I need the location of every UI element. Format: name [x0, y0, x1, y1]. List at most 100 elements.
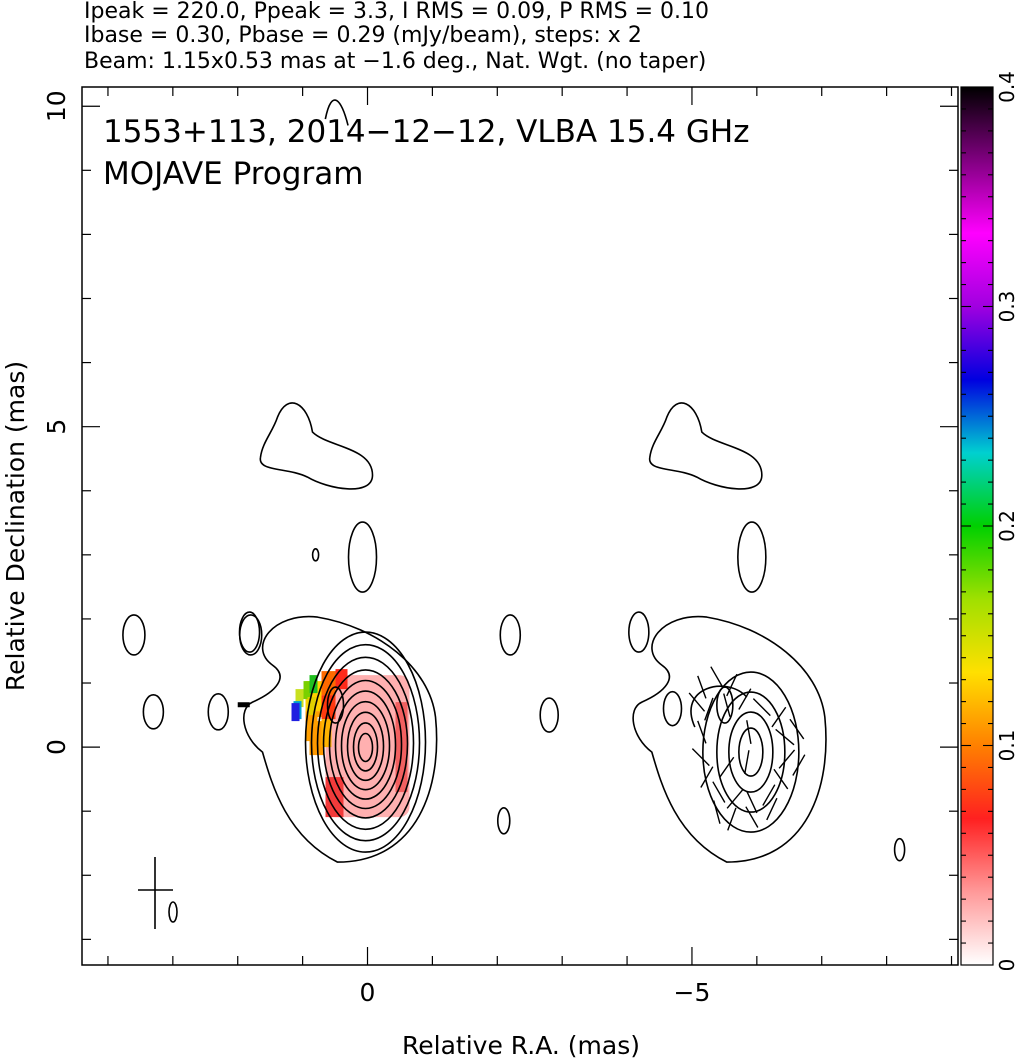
contours-layer — [122, 99, 906, 863]
pol-fraction-cell — [303, 681, 312, 700]
pol-fraction-cell — [321, 671, 336, 696]
pol-fraction-cell — [295, 689, 304, 708]
evpa-stick — [712, 781, 726, 803]
left-core-contour — [310, 643, 421, 842]
evpa-stick — [710, 666, 724, 688]
evpa-stick — [700, 766, 714, 788]
isolated-contour — [311, 548, 320, 562]
left-core-contour — [328, 679, 403, 810]
pol-marker — [237, 702, 250, 708]
evpa-stick — [726, 673, 738, 697]
right-core-contour — [728, 711, 774, 793]
evpa-stick — [773, 768, 789, 790]
evpa-stick — [746, 720, 752, 745]
evpa-stick — [738, 688, 752, 710]
pol-fraction-cell — [335, 669, 348, 690]
evpa-stick — [691, 748, 710, 767]
colorbar-tick-label: 0.3 — [995, 291, 1019, 323]
left-core-contour — [316, 656, 415, 831]
x-tick-label: 0 — [360, 978, 376, 1007]
isolated-contour — [207, 693, 230, 731]
x-tick-label: −5 — [674, 978, 711, 1007]
y-tick-label: 5 — [42, 419, 71, 435]
evpa-stick — [744, 750, 750, 775]
colorbar-tick-labels: 0 0.1 0.2 0.3 0.4 — [995, 71, 1019, 971]
colorbar-tick-label: 0 — [995, 959, 1019, 972]
right-contour-outer — [632, 615, 827, 863]
left-core-contour — [304, 631, 427, 853]
right-core-contour — [702, 671, 800, 833]
evpa-stick — [778, 749, 796, 769]
colorbar-tick-label: 0.2 — [995, 510, 1019, 542]
left-core-contour — [352, 722, 379, 772]
pol-fraction-cell — [307, 697, 316, 716]
right-contour-blob — [737, 521, 767, 593]
left-contour-blob — [326, 686, 345, 724]
isolated-contour — [539, 697, 560, 733]
plot-frame — [81, 86, 959, 966]
evpa-stick — [726, 789, 744, 809]
right-core-contour — [738, 727, 764, 777]
chart-subtitle: MOJAVE Program — [103, 156, 363, 192]
isolated-contour — [662, 690, 683, 727]
x-axis-label: Relative R.A. (mas) — [402, 1031, 640, 1060]
right-contour-blob — [628, 611, 650, 653]
pol-fraction-cell — [309, 675, 318, 694]
evpa-stick — [752, 698, 771, 717]
left-core-contour — [322, 669, 409, 819]
x-tick-labels: 0 −5 — [360, 978, 711, 1007]
y-tick-labels: 0 5 10 — [42, 90, 71, 755]
evpa-stick — [775, 728, 795, 746]
pol-fraction-cell — [291, 703, 300, 722]
isolated-contour — [499, 614, 522, 656]
isolated-contour — [893, 837, 906, 862]
evpa-stick — [719, 756, 735, 778]
isolated-contour — [122, 614, 146, 656]
evpa-stick — [697, 675, 707, 699]
isolated-contour — [238, 614, 263, 656]
evpa-sticks-layer — [688, 666, 806, 831]
colorbar-ticks — [961, 108, 993, 944]
evpa-stick — [745, 806, 759, 828]
axis-ticks — [82, 87, 958, 965]
y-tick-label: 10 — [42, 90, 71, 122]
left-contour-blob — [347, 521, 378, 593]
evpa-stick — [789, 718, 805, 740]
isolated-contour — [496, 807, 511, 835]
evpa-stick — [766, 797, 778, 821]
left-contour-north — [259, 402, 374, 490]
evpa-stick — [727, 807, 737, 831]
left-core-contour — [334, 690, 397, 800]
left-core-contour — [357, 732, 374, 763]
left-core-contour — [346, 711, 385, 782]
evpa-stick — [746, 790, 758, 814]
evpa-stick — [762, 784, 776, 806]
header-beam-line: Beam: 1.15x0.53 mas at −1.6 deg., Nat. W… — [84, 49, 707, 74]
left-core-contour — [340, 700, 391, 791]
y-tick-label: 0 — [42, 739, 71, 755]
pol-fraction-cell — [309, 727, 324, 756]
evpa-stick — [704, 697, 714, 721]
colorbar-tick-label: 0.1 — [995, 730, 1019, 762]
evpa-stick — [723, 693, 731, 717]
right-core-contour — [690, 685, 748, 728]
isolated-contour — [142, 694, 165, 730]
evpa-stick — [697, 720, 707, 744]
header-base-line: Ibase = 0.30, Pbase = 0.29 (mJy/beam), s… — [84, 23, 642, 48]
beam-marker — [138, 857, 178, 929]
evpa-stick — [713, 800, 721, 824]
chart-title: 1553+113, 2014−12−12, VLBA 15.4 GHz — [103, 114, 749, 150]
isolated-contour — [324, 99, 349, 126]
pol-fraction-cell — [321, 719, 332, 748]
header-stats-line: Ipeak = 220.0, Ppeak = 3.3, I RMS = 0.09… — [84, 0, 709, 24]
left-contour-outer — [243, 615, 438, 863]
evpa-stick — [688, 692, 706, 712]
right-contour-north — [649, 402, 763, 490]
evpa-stick — [771, 706, 787, 728]
evpa-stick — [792, 754, 806, 776]
colorbar-tick-label: 0.4 — [995, 71, 1019, 103]
beam-ellipse — [168, 901, 178, 923]
right-core-contour — [716, 691, 786, 813]
y-axis-label: Relative Declination (mas) — [1, 361, 30, 691]
